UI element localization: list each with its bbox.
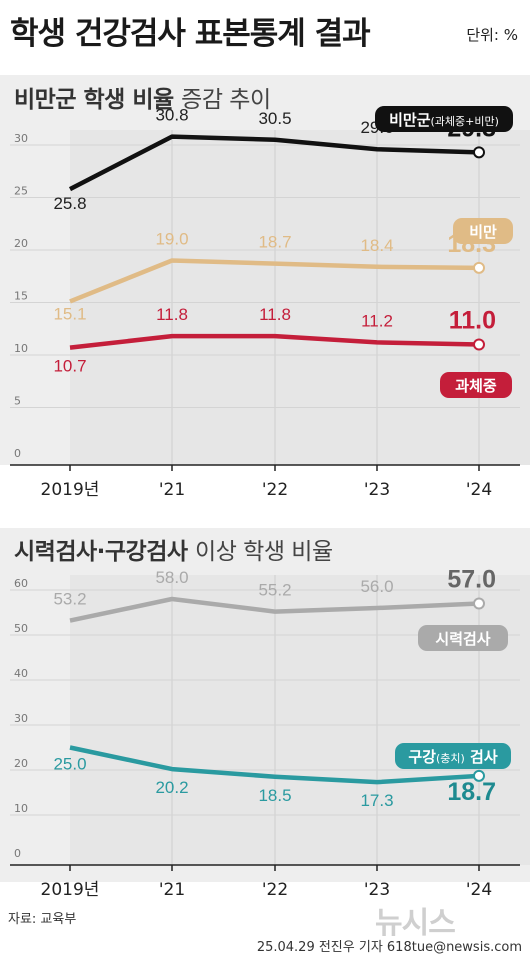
y-tick-label: 5 (14, 395, 21, 408)
data-label: 11.8 (259, 305, 291, 324)
legend-tag (395, 743, 511, 769)
y-tick-label: 0 (14, 447, 21, 460)
data-label: 30.5 (258, 109, 291, 128)
series-line (69, 745, 480, 785)
series-line (68, 134, 480, 192)
legend-label: 비만 (469, 223, 497, 241)
data-label: 18.7 (258, 233, 291, 252)
data-label: 55.2 (258, 581, 291, 600)
x-tick-label: 2019년 (41, 480, 100, 500)
source-note: 자료: 교육부 (8, 912, 77, 927)
series-line (69, 258, 480, 304)
legend-tag (440, 372, 512, 398)
y-tick-label: 40 (14, 667, 28, 680)
series-line (69, 596, 480, 623)
y-tick-label: 10 (14, 802, 28, 815)
y-tick-label: 30 (14, 712, 28, 725)
x-tick-label: '21 (159, 880, 185, 900)
series-endpoint (473, 261, 485, 274)
legend-tag (453, 218, 513, 244)
y-tick-label: 50 (14, 622, 28, 635)
x-tick-label: 2019년 (41, 880, 100, 900)
data-label: 25.0 (53, 755, 86, 774)
y-tick-label: 30 (14, 132, 28, 145)
x-tick-label: '23 (364, 880, 390, 900)
data-label: 18.4 (360, 236, 393, 255)
data-label: 10.7 (53, 357, 86, 376)
data-label: 11.8 (156, 305, 188, 324)
x-tick-label: '22 (262, 480, 288, 500)
data-label: 19.0 (155, 230, 188, 249)
series-endpoint (473, 769, 485, 782)
y-tick-label: 20 (14, 757, 28, 770)
data-label: 56.0 (360, 577, 393, 596)
newsis-logo: 뉴시스 (375, 906, 456, 941)
chart1-title: 비만군 학생 비율 증감 추이 (14, 87, 271, 113)
page-title: 학생 건강검사 표본통계 결과 (10, 16, 371, 52)
y-tick-label: 20 (14, 237, 28, 250)
y-tick-label: 10 (14, 342, 28, 355)
data-label: 20.2 (155, 778, 188, 797)
data-label: 18.7 (447, 778, 496, 806)
unit-label: 단위: % (466, 26, 518, 44)
data-label: 25.8 (53, 194, 86, 213)
data-label: 57.0 (447, 566, 496, 594)
byline: 25.04.29 전진우 기자 618tue@newsis.com (256, 940, 522, 955)
data-label: 53.2 (53, 590, 86, 609)
y-tick-label: 25 (14, 185, 28, 198)
plot-area (70, 130, 530, 465)
x-tick-label: '21 (159, 480, 185, 500)
legend-label: 구강(충치) 검사 (408, 748, 497, 766)
y-tick-label: 60 (14, 577, 28, 590)
data-label: 30.8 (155, 106, 188, 125)
x-tick-label: '24 (466, 480, 492, 500)
y-tick-label: 0 (14, 847, 21, 860)
legend-label: 시력검사 (435, 630, 490, 648)
legend-label: 과체중 (455, 377, 497, 395)
data-label: 15.1 (53, 304, 86, 323)
chart2-vision-oral: 0 10 20 30 40 50 60 2019년 '21 '22 '23 '24 53.2 58.0 55… (10, 566, 530, 900)
legend-tag (418, 625, 508, 651)
plot-area (70, 575, 530, 865)
series-endpoint (473, 146, 485, 159)
y-tick-label: 15 (14, 290, 28, 303)
chart1-obesity: 0 5 10 15 20 25 30 2019년 '21 '22 '23 '24 25.8 30.8 30.… (10, 105, 530, 500)
legend-tag (375, 106, 513, 132)
data-label: 11.0 (449, 307, 496, 335)
series-endpoint (473, 338, 485, 351)
data-label: 58.0 (155, 568, 188, 587)
series-line (69, 333, 480, 350)
chart2-title: 시력검사·구강검사 이상 학생 비율 (14, 539, 333, 565)
series-endpoint (473, 597, 485, 610)
x-tick-label: '24 (466, 880, 492, 900)
data-label: 18.5 (258, 786, 291, 805)
x-tick-label: '22 (262, 880, 288, 900)
x-tick-label: '23 (364, 480, 390, 500)
data-label: 11.2 (361, 311, 393, 330)
legend-label: 비만군(과체중+비만) (389, 111, 499, 129)
data-label: 17.3 (360, 791, 393, 810)
